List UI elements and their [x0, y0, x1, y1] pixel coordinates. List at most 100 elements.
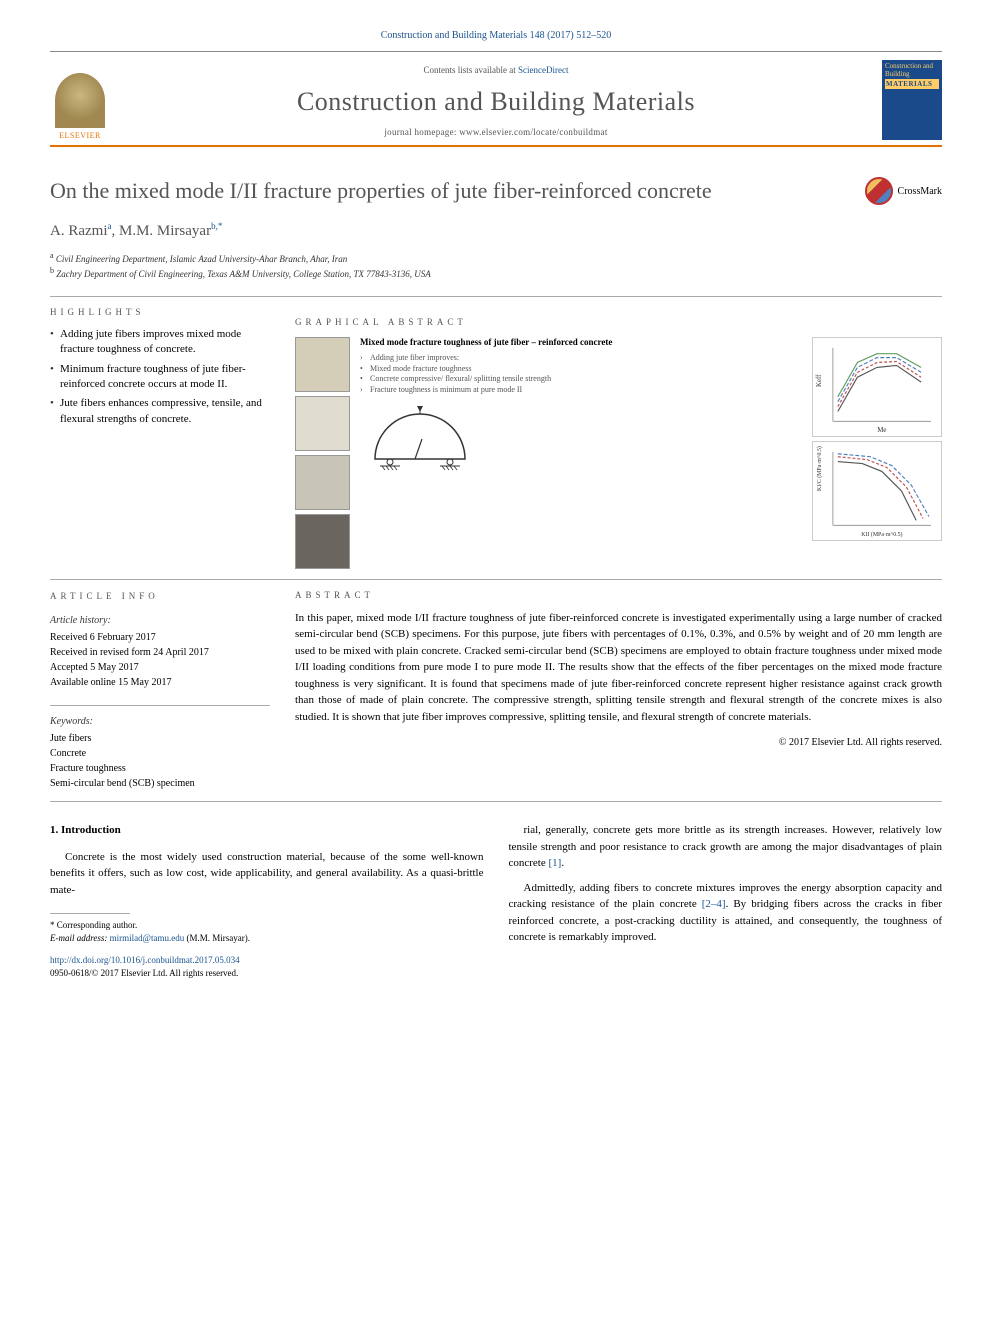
affiliation-a: a Civil Engineering Department, Islamic …	[50, 250, 942, 266]
journal-name: Construction and Building Materials	[125, 87, 867, 117]
body-col-right: rial, generally, concrete gets more brit…	[509, 822, 943, 979]
journal-cover-thumbnail[interactable]: Construction and Building MATERIALS	[882, 60, 942, 140]
abstract-text: In this paper, mixed mode I/II fracture …	[295, 610, 942, 726]
contents-line: Contents lists available at ScienceDirec…	[125, 65, 867, 75]
history-accepted: Accepted 5 May 2017	[50, 660, 270, 675]
issn-line: 0950-0618/© 2017 Elsevier Ltd. All right…	[50, 967, 484, 980]
ga-title: Mixed mode fracture toughness of jute fi…	[360, 337, 802, 349]
ref-link[interactable]: [2–4]	[702, 898, 726, 910]
abstract-block: ABSTRACT In this paper, mixed mode I/II …	[295, 590, 942, 792]
divider	[50, 579, 942, 580]
citation-text: Construction and Building Materials 148 …	[381, 30, 612, 41]
corr-label: * Corresponding author.	[50, 919, 484, 932]
info-abstract-row: ARTICLE INFO Article history: Received 6…	[50, 590, 942, 792]
ga-chart-envelope: KII (MPa·m^0.5) KI/C (MPa·m^0.5)	[812, 441, 942, 541]
ga-text-column: Mixed mode fracture toughness of jute fi…	[360, 337, 802, 569]
ga-point: Mixed mode fracture toughness	[360, 364, 802, 374]
cover-title: Construction and Building	[885, 63, 939, 78]
svg-text:KI/C (MPa·m^0.5): KI/C (MPa·m^0.5)	[816, 446, 823, 491]
header-center: Contents lists available at ScienceDirec…	[125, 60, 867, 145]
copyright-line: © 2017 Elsevier Ltd. All rights reserved…	[295, 737, 942, 748]
contents-prefix: Contents lists available at	[424, 65, 518, 75]
highlight-item: Jute fibers enhances compressive, tensil…	[50, 396, 270, 427]
author-2-sup: b,*	[211, 221, 222, 231]
sciencedirect-link[interactable]: ScienceDirect	[518, 65, 568, 75]
article-title: On the mixed mode I/II fracture properti…	[50, 177, 832, 206]
title-row: On the mixed mode I/II fracture properti…	[50, 177, 942, 206]
scb-diagram-icon	[360, 404, 480, 474]
ga-photo-concrete	[295, 455, 350, 510]
doi-link[interactable]: http://dx.doi.org/10.1016/j.conbuildmat.…	[50, 955, 240, 965]
journal-homepage: journal homepage: www.elsevier.com/locat…	[125, 127, 867, 137]
history-online: Available online 15 May 2017	[50, 675, 270, 690]
citation-bar: Construction and Building Materials 148 …	[50, 30, 942, 41]
divider	[50, 801, 942, 802]
body-paragraph: rial, generally, concrete gets more brit…	[509, 822, 943, 872]
divider	[50, 296, 942, 297]
history-revised: Received in revised form 24 April 2017	[50, 645, 270, 660]
highlight-item: Adding jute fibers improves mixed mode f…	[50, 327, 270, 358]
affiliations: a Civil Engineering Department, Islamic …	[50, 250, 942, 281]
keyword: Semi-circular bend (SCB) specimen	[50, 776, 270, 791]
body-text: .	[561, 857, 564, 869]
ga-photo-fibers	[295, 337, 350, 392]
highlights-list: Adding jute fibers improves mixed mode f…	[50, 327, 270, 427]
body-text: rial, generally, concrete gets more brit…	[509, 824, 943, 869]
body-columns: 1. Introduction Concrete is the most wid…	[50, 822, 942, 979]
keyword: Fracture toughness	[50, 761, 270, 776]
body-col-left: 1. Introduction Concrete is the most wid…	[50, 822, 484, 979]
email-link[interactable]: mirmilad@tamu.edu	[110, 933, 185, 943]
email-line: E-mail address: mirmilad@tamu.edu (M.M. …	[50, 932, 484, 945]
homepage-prefix: journal homepage:	[384, 127, 459, 137]
email-author: (M.M. Mirsayar).	[186, 933, 250, 943]
keywords-list: Jute fibers Concrete Fracture toughness …	[50, 731, 270, 791]
graphical-abstract-content: Mixed mode fracture toughness of jute fi…	[295, 337, 942, 569]
highlight-item: Minimum fracture toughness of jute fiber…	[50, 362, 270, 393]
elsevier-label: ELSEVIER	[59, 131, 101, 140]
ga-point: Concrete compressive/ flexural/ splittin…	[360, 374, 802, 384]
cover-subtitle: MATERIALS	[885, 79, 939, 89]
ga-point: Adding jute fiber improves:	[360, 353, 802, 363]
homepage-url: www.elsevier.com/locate/conbuildmat	[459, 127, 607, 137]
section-1-heading: 1. Introduction	[50, 822, 484, 839]
ref-link[interactable]: [1]	[549, 857, 562, 869]
keywords-label: Keywords:	[50, 714, 270, 729]
corresponding-author-footnote: * Corresponding author. E-mail address: …	[50, 919, 484, 944]
aff-b-sup: b	[50, 266, 54, 275]
authors: A. Razmia, M.M. Mirsayarb,*	[50, 221, 942, 240]
graphical-abstract-block: GRAPHICAL ABSTRACT Mixed mode fracture t…	[295, 317, 942, 569]
abstract-header: ABSTRACT	[295, 590, 942, 600]
ga-image-column	[295, 337, 350, 569]
crossmark-label: CrossMark	[898, 186, 942, 197]
email-label: E-mail address:	[50, 933, 107, 943]
ga-point: Fracture toughness is minimum at pure mo…	[360, 385, 802, 395]
body-paragraph: Admittedly, adding fibers to concrete mi…	[509, 880, 943, 946]
ga-charts-column: Me Keff KII (MPa·m^0.5) KI/C (MPa·m^0.5)	[812, 337, 942, 569]
author-1: A. Razmi	[50, 223, 108, 239]
author-2: M.M. Mirsayar	[119, 223, 211, 239]
highlights-block: HIGHLIGHTS Adding jute fibers improves m…	[50, 307, 270, 569]
history-received: Received 6 February 2017	[50, 630, 270, 645]
highlights-header: HIGHLIGHTS	[50, 307, 270, 317]
keyword: Concrete	[50, 746, 270, 761]
crossmark-badge[interactable]: CrossMark	[865, 177, 942, 205]
doi-block: http://dx.doi.org/10.1016/j.conbuildmat.…	[50, 954, 484, 979]
ga-photo-test	[295, 514, 350, 569]
body-paragraph: Concrete is the most widely used constru…	[50, 849, 484, 899]
footnote-separator	[50, 913, 130, 914]
svg-text:Keff: Keff	[816, 374, 823, 387]
keyword: Jute fibers	[50, 731, 270, 746]
history-label: Article history:	[50, 613, 270, 628]
ga-points: Adding jute fiber improves: Mixed mode f…	[360, 353, 802, 395]
svg-text:KII (MPa·m^0.5): KII (MPa·m^0.5)	[861, 531, 902, 538]
article-info-block: ARTICLE INFO Article history: Received 6…	[50, 590, 270, 792]
highlights-graphical-row: HIGHLIGHTS Adding jute fibers improves m…	[50, 307, 942, 569]
aff-b-text: Zachry Department of Civil Engineering, …	[56, 269, 430, 279]
aff-a-text: Civil Engineering Department, Islamic Az…	[56, 254, 347, 264]
elsevier-logo[interactable]: ELSEVIER	[50, 60, 110, 140]
svg-text:Me: Me	[877, 427, 886, 434]
crossmark-icon	[865, 177, 893, 205]
journal-header: ELSEVIER Contents lists available at Sci…	[50, 51, 942, 147]
elsevier-tree-icon	[55, 73, 105, 128]
article-info-header: ARTICLE INFO	[50, 590, 270, 604]
